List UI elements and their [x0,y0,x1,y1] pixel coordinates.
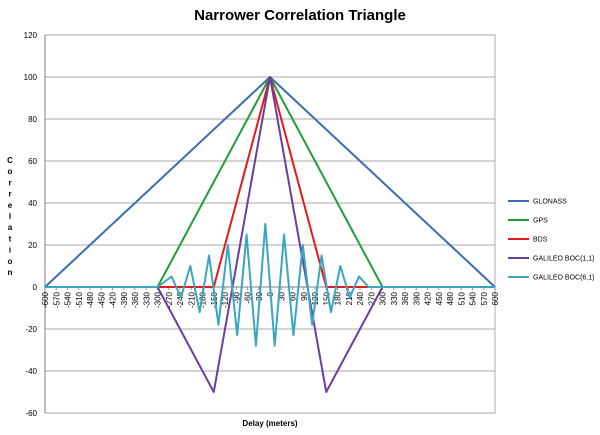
y-label-char: e [8,201,13,210]
x-tick-label: -240 [176,291,185,308]
x-tick-label: 540 [469,291,478,305]
legend-label: GPS [533,218,548,225]
x-tick-label: -480 [86,291,95,308]
y-label-char: l [9,212,11,221]
y-tick-label: 20 [28,241,37,250]
y-label-char: C [7,156,13,165]
x-tick-label: -600 [41,291,50,308]
y-tick-label: 100 [24,73,38,82]
x-tick-label: -60 [244,291,253,303]
x-tick-label: -420 [109,291,118,308]
x-tick-label: 210 [345,291,354,305]
x-tick-label: -450 [97,291,106,308]
x-axis-label: Delay (meters) [242,419,297,428]
x-tick-label: 600 [491,291,500,305]
y-label-char: o [8,167,13,176]
y-tick-label: 40 [28,199,37,208]
x-tick-label: 240 [356,291,365,305]
x-tick-label: 570 [480,291,489,305]
series-line [45,76,495,393]
x-tick-label: 450 [435,291,444,305]
x-tick-label: -180 [199,291,208,308]
y-label-char: r [8,190,11,199]
legend-label: GALILEO BOC(6,1) [533,275,594,282]
series-group [44,76,496,393]
y-tick-label: 80 [28,115,37,124]
series-line [44,76,496,288]
x-tick-label: 390 [412,291,421,305]
x-tick-label: 420 [424,291,433,305]
x-tick-label: -90 [232,291,241,303]
series-line [45,223,495,347]
x-tick-label: -390 [120,291,129,308]
x-tick-label: -540 [64,291,73,308]
x-tick-label: -270 [165,291,174,308]
series-line [45,76,495,288]
x-tick-label: 150 [322,291,331,305]
legend-label: GALILEO BOC(1,1) [533,256,594,263]
y-label-char: i [9,246,11,255]
x-tick-label: 330 [390,291,399,305]
y-tick-label: 120 [24,31,38,40]
x-tick-label: -570 [52,291,61,308]
y-tick-label: -40 [25,367,37,376]
legend: GLONASS GPS BDS GALILEO BOC(1,1) GALILEO BOC… [508,199,594,282]
chart-title: Narrower Correlation Triangle [194,7,406,24]
x-tick-label: 270 [367,291,376,305]
legend-label: BDS [533,237,548,244]
x-tick-label: 300 [379,291,388,305]
x-tick-label: 360 [401,291,410,305]
y-label-char: n [8,268,13,277]
x-tick-label: 480 [446,291,455,305]
x-tick-label: -300 [154,291,163,308]
x-tick-label: -330 [142,291,151,308]
series-line [45,76,495,288]
x-tick-label: -510 [75,291,84,308]
y-tick-label: -20 [25,325,37,334]
y-label-char: t [9,234,12,243]
y-label-char: a [8,223,13,232]
x-tick-label: -210 [187,291,196,308]
y-label-char: o [8,257,13,266]
y-tick-label: 60 [28,157,37,166]
legend-label: GLONASS [533,199,567,206]
y-tick-label: 0 [33,283,38,292]
x-tick-label: -360 [131,291,140,308]
x-tick-label: -120 [221,291,230,308]
x-tick-label: 90 [300,291,309,300]
y-tick-label: -60 [25,409,37,418]
x-tick-label: 30 [277,291,286,300]
y-axis-label: Correlation [7,156,13,277]
x-tick-label: 510 [457,291,466,305]
axes: -60 -40 -20 0 20 40 60 80 100 120 -600 -570 -540 -510… [24,31,500,418]
x-tick-label: 180 [334,291,343,305]
x-tick-label: 60 [289,291,298,300]
y-label-char: r [8,178,11,187]
